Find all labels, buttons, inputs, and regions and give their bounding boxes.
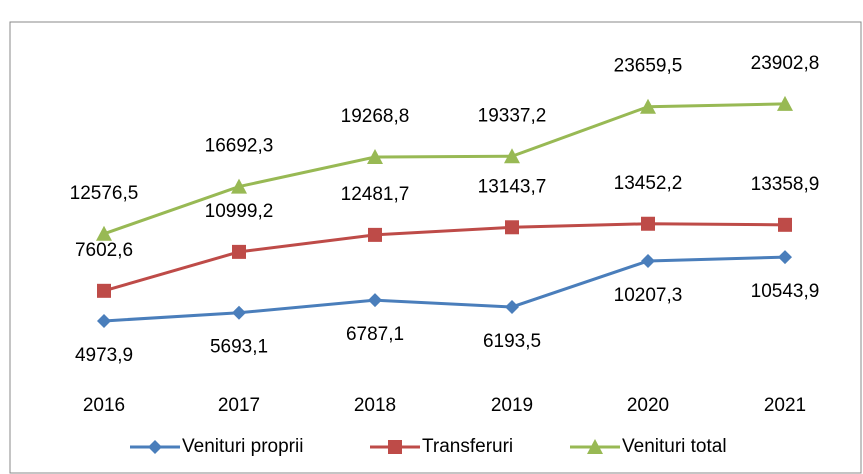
data-label: 7602,6 [75, 240, 133, 261]
legend-label: Venituri total [622, 436, 727, 457]
legend-label: Transferuri [422, 436, 513, 457]
data-label: 13143,7 [478, 176, 547, 197]
marker [778, 217, 792, 232]
marker [231, 178, 247, 194]
marker [232, 244, 246, 259]
marker [505, 220, 519, 235]
marker [368, 227, 382, 242]
marker [97, 283, 111, 298]
data-label: 19337,2 [478, 105, 547, 126]
legend-marker [388, 440, 402, 454]
marker [504, 148, 520, 164]
marker [777, 95, 793, 111]
data-label: 23902,8 [751, 53, 820, 74]
data-label: 6193,5 [483, 331, 541, 352]
data-label: 19268,8 [341, 106, 410, 127]
x-tick-label: 2020 [627, 395, 669, 416]
legend-marker [148, 440, 162, 454]
data-label: 13358,9 [751, 174, 820, 195]
marker [367, 149, 383, 165]
marker [640, 98, 656, 114]
marker [97, 313, 111, 328]
data-label: 6787,1 [346, 324, 404, 345]
marker [778, 250, 792, 265]
series-line [103, 255, 786, 323]
data-label: 10207,3 [614, 285, 683, 306]
x-tick-label: 2017 [218, 395, 260, 416]
series-line [103, 222, 786, 293]
data-label: 16692,3 [205, 136, 274, 157]
x-tick-label: 2019 [491, 395, 533, 416]
x-tick-label: 2018 [354, 395, 396, 416]
x-tick-label: 2016 [83, 395, 125, 416]
marker [96, 225, 112, 241]
legend-label: Venituri proprii [182, 436, 303, 457]
data-label: 12481,7 [341, 184, 410, 205]
marker [232, 305, 246, 320]
marker [368, 293, 382, 308]
data-label: 10543,9 [751, 281, 820, 302]
data-label: 12576,5 [70, 183, 139, 204]
legend-marker [587, 439, 603, 454]
data-label: 4973,9 [75, 345, 133, 366]
marker [641, 253, 655, 268]
series-line [103, 102, 786, 236]
data-label: 13452,2 [614, 173, 683, 194]
marker [505, 299, 519, 314]
marker [641, 216, 655, 231]
data-label: 10999,2 [205, 201, 274, 222]
chart-frame [9, 21, 862, 474]
data-label: 5693,1 [210, 337, 268, 358]
x-tick-label: 2021 [764, 395, 806, 416]
data-label: 23659,5 [614, 56, 683, 77]
